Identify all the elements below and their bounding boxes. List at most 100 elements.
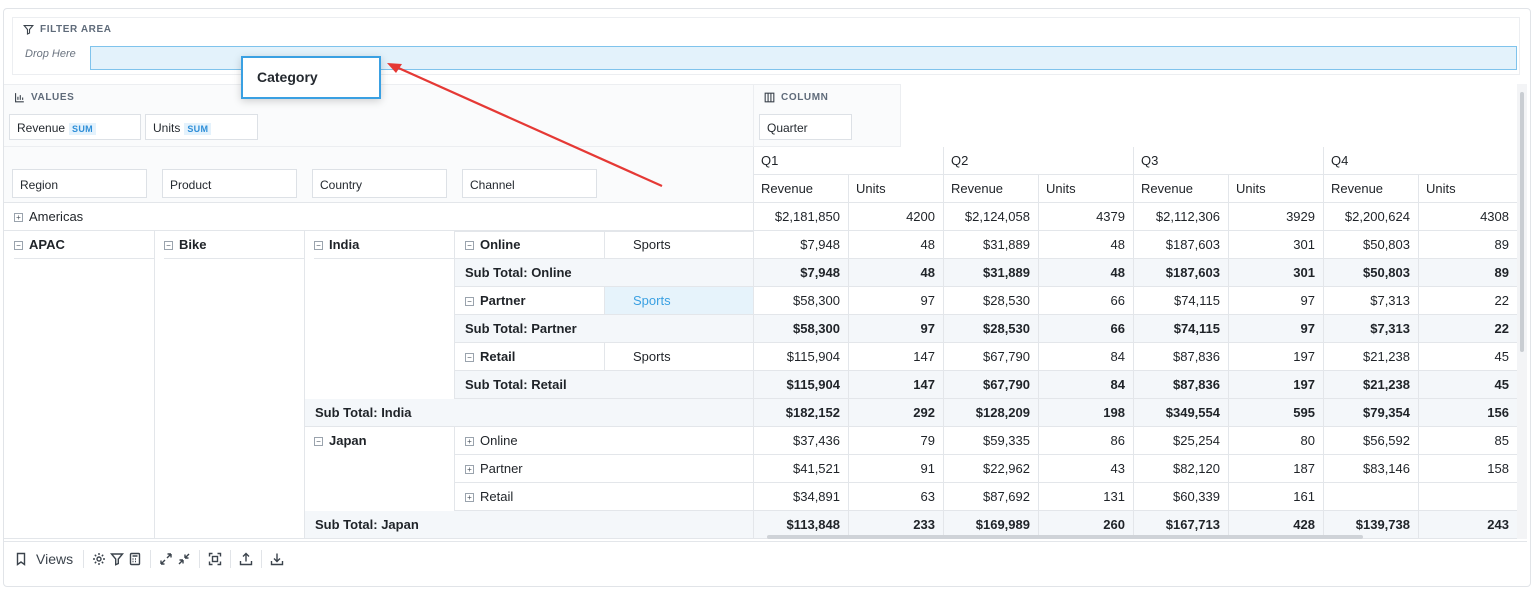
value-cell[interactable]: 301 <box>1228 259 1323 287</box>
value-cell[interactable]: 80 <box>1228 427 1323 455</box>
measure-header[interactable]: Revenue <box>943 175 1038 203</box>
value-cell[interactable]: $7,313 <box>1323 287 1418 315</box>
value-cell[interactable]: $139,738 <box>1323 511 1418 539</box>
value-cell[interactable]: 147 <box>848 371 943 399</box>
horizontal-scrollbar[interactable] <box>753 533 1517 541</box>
dragging-field-chip[interactable]: Category <box>241 56 381 99</box>
value-cell[interactable]: 156 <box>1418 399 1517 427</box>
value-cell[interactable]: 48 <box>1038 231 1133 259</box>
vertical-scroll-thumb[interactable] <box>1520 92 1524 352</box>
value-cell[interactable]: 147 <box>848 343 943 371</box>
upload-button[interactable] <box>237 547 255 571</box>
value-cell[interactable]: 3929 <box>1228 203 1323 231</box>
value-cell[interactable]: 131 <box>1038 483 1133 511</box>
value-cell[interactable]: $34,891 <box>753 483 848 511</box>
value-cell[interactable]: 85 <box>1418 427 1517 455</box>
value-cell[interactable]: 22 <box>1418 287 1517 315</box>
value-cell[interactable]: 63 <box>848 483 943 511</box>
column-area[interactable]: COLUMN Quarter <box>753 84 901 147</box>
value-cell[interactable]: 45 <box>1418 371 1517 399</box>
quarter-header[interactable]: Q4 <box>1323 147 1517 175</box>
collapse-icon[interactable]: − <box>314 437 323 446</box>
value-chip-units[interactable]: Units SUM <box>145 114 258 140</box>
collapse-icon[interactable]: − <box>164 241 173 250</box>
value-cell[interactable]: 4308 <box>1418 203 1517 231</box>
value-cell[interactable]: $60,339 <box>1133 483 1228 511</box>
value-cell[interactable] <box>1418 483 1517 511</box>
value-cell[interactable]: $59,335 <box>943 427 1038 455</box>
row-chip-channel[interactable]: Channel <box>462 169 597 198</box>
collapse-all-button[interactable] <box>175 547 193 571</box>
value-cell[interactable]: $87,836 <box>1133 343 1228 371</box>
value-cell[interactable]: 86 <box>1038 427 1133 455</box>
row-chip-country[interactable]: Country <box>312 169 447 198</box>
expand-icon[interactable]: + <box>465 493 474 502</box>
value-cell[interactable]: 48 <box>1038 259 1133 287</box>
row-label-channel[interactable]: + Retail <box>454 483 753 511</box>
row-label-channel[interactable]: − Online <box>454 231 604 259</box>
filter-area[interactable]: FILTER AREA Drop Here <box>12 17 1520 75</box>
measure-header[interactable]: Revenue <box>1133 175 1228 203</box>
measure-header[interactable]: Revenue <box>753 175 848 203</box>
value-cell[interactable]: $2,200,624 <box>1323 203 1418 231</box>
value-cell[interactable]: $31,889 <box>943 231 1038 259</box>
value-cell[interactable]: $79,354 <box>1323 399 1418 427</box>
row-label-channel[interactable]: − Retail <box>454 343 604 371</box>
value-cell[interactable]: 89 <box>1418 259 1517 287</box>
collapse-icon[interactable]: − <box>14 241 23 250</box>
value-cell[interactable]: 66 <box>1038 287 1133 315</box>
value-chip-revenue[interactable]: Revenue SUM <box>9 114 141 140</box>
value-cell[interactable]: 161 <box>1228 483 1323 511</box>
value-cell[interactable]: $2,124,058 <box>943 203 1038 231</box>
collapse-icon[interactable]: − <box>314 241 323 250</box>
vertical-scrollbar[interactable] <box>1517 84 1527 539</box>
value-cell[interactable]: $31,889 <box>943 259 1038 287</box>
value-cell[interactable]: $182,152 <box>753 399 848 427</box>
value-cell[interactable]: 301 <box>1228 231 1323 259</box>
value-cell[interactable]: $21,238 <box>1323 371 1418 399</box>
value-cell[interactable]: $115,904 <box>753 343 848 371</box>
quarter-header[interactable]: Q1 <box>753 147 943 175</box>
value-cell[interactable]: $83,146 <box>1323 455 1418 483</box>
value-cell[interactable]: $115,904 <box>753 371 848 399</box>
expand-icon[interactable]: + <box>465 437 474 446</box>
filter-button[interactable] <box>108 547 126 571</box>
value-cell[interactable]: 197 <box>1228 371 1323 399</box>
row-label[interactable]: + Americas <box>14 203 314 231</box>
value-cell[interactable]: 45 <box>1418 343 1517 371</box>
value-cell[interactable]: $74,115 <box>1133 315 1228 343</box>
value-cell[interactable]: 79 <box>848 427 943 455</box>
value-cell[interactable]: $50,803 <box>1323 231 1418 259</box>
value-cell[interactable]: $28,530 <box>943 287 1038 315</box>
value-cell[interactable]: $7,313 <box>1323 315 1418 343</box>
value-cell[interactable]: 97 <box>1228 315 1323 343</box>
value-cell[interactable]: 91 <box>848 455 943 483</box>
value-cell[interactable]: 428 <box>1228 511 1323 539</box>
value-cell[interactable]: $128,209 <box>943 399 1038 427</box>
value-cell[interactable]: 233 <box>848 511 943 539</box>
quarter-header[interactable]: Q3 <box>1133 147 1323 175</box>
value-cell[interactable]: $25,254 <box>1133 427 1228 455</box>
value-cell[interactable]: $169,989 <box>943 511 1038 539</box>
row-label-country[interactable]: − Japan <box>314 427 454 455</box>
value-cell[interactable]: $74,115 <box>1133 287 1228 315</box>
value-cell[interactable]: 22 <box>1418 315 1517 343</box>
measure-header[interactable]: Units <box>1228 175 1323 203</box>
measure-header[interactable]: Units <box>1418 175 1517 203</box>
value-cell[interactable]: $87,836 <box>1133 371 1228 399</box>
value-cell[interactable]: 243 <box>1418 511 1517 539</box>
value-cell[interactable]: $37,436 <box>753 427 848 455</box>
value-cell[interactable]: $58,300 <box>753 315 848 343</box>
value-cell[interactable]: $50,803 <box>1323 259 1418 287</box>
value-cell[interactable]: 198 <box>1038 399 1133 427</box>
horizontal-scroll-thumb[interactable] <box>767 535 1363 539</box>
value-cell[interactable]: $167,713 <box>1133 511 1228 539</box>
calculator-button[interactable] <box>126 547 144 571</box>
value-cell[interactable]: 48 <box>848 231 943 259</box>
value-cell[interactable]: $28,530 <box>943 315 1038 343</box>
value-cell[interactable]: $349,554 <box>1133 399 1228 427</box>
value-cell[interactable]: 89 <box>1418 231 1517 259</box>
value-cell[interactable]: $187,603 <box>1133 259 1228 287</box>
value-cell[interactable]: 158 <box>1418 455 1517 483</box>
category-cell[interactable]: Sports <box>604 343 753 371</box>
